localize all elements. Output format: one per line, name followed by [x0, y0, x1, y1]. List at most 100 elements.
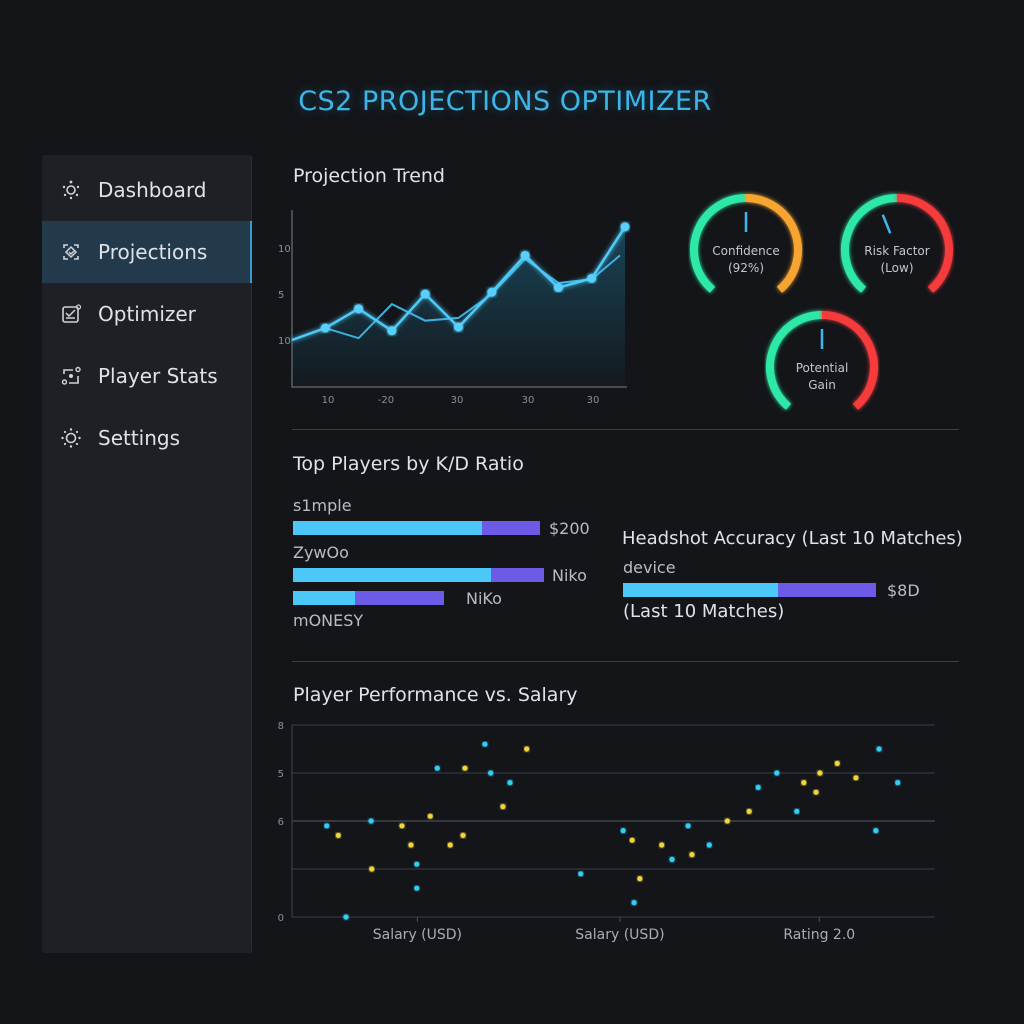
scatter-point [685, 823, 691, 829]
y-tick-label: 8 [278, 721, 284, 732]
gauge-arc-left [766, 311, 823, 410]
sidebar-item-optimizer[interactable]: Optimizer [42, 283, 252, 345]
top-players-title: Top Players by K/D Ratio [293, 453, 524, 475]
scatter-point [324, 823, 330, 829]
scatter-point [659, 842, 665, 848]
scatter-point [817, 770, 823, 776]
secondary-segment [777, 583, 877, 597]
y-tick-label: 5 [278, 769, 284, 780]
scatter-point [408, 842, 414, 848]
scatter-point [689, 852, 695, 858]
y-tick-label: 10 [278, 244, 291, 255]
trend-line-secondary [291, 254, 621, 341]
scatter-point [524, 746, 530, 752]
gauge-needle [881, 214, 892, 234]
scatter-point [746, 808, 752, 814]
settings-icon [61, 428, 81, 448]
scatter-point [706, 842, 712, 848]
y-tick-label: 10 [278, 336, 291, 347]
trend-area [292, 226, 625, 387]
gauge-arc-right [821, 311, 878, 410]
gauge-label: Risk Factor [864, 244, 929, 258]
scatter-point [876, 746, 882, 752]
scatter-point [813, 789, 819, 795]
sidebar-item-projections[interactable]: Projections [42, 221, 252, 283]
scatter-point [629, 837, 635, 843]
scatter-point [482, 741, 488, 747]
gauge-arc-right [896, 194, 953, 293]
x-tick-label: 30 [451, 395, 464, 406]
headshot-caption: (Last 10 Matches) [623, 601, 785, 622]
trend-point [320, 323, 330, 333]
player-bar-value: $200 [549, 519, 590, 538]
scatter-point [620, 828, 626, 834]
gauge-arc-left [841, 194, 898, 293]
trend-point [487, 287, 497, 297]
trend-point [420, 289, 430, 299]
projection-trend-title: Projection Trend [293, 165, 445, 187]
scatter-point [853, 775, 859, 781]
primary-segment [293, 591, 355, 605]
scatter-point [774, 770, 780, 776]
player-bar [293, 568, 544, 582]
secondary-segment [355, 591, 444, 605]
divider [292, 661, 959, 662]
gauge-arc-right [745, 194, 802, 293]
trend-point [454, 322, 463, 332]
scatter-point [578, 871, 584, 877]
scatter-point [369, 866, 375, 872]
gauge: Risk Factor (Low) [841, 194, 953, 293]
scatter-point [460, 832, 466, 838]
player-bar [293, 521, 540, 535]
sidebar-item-settings[interactable]: Settings [42, 407, 252, 469]
scatter-point [755, 784, 761, 790]
sidebar: Dashboard Projections Optimizer Player S… [42, 155, 252, 953]
primary-segment [623, 583, 778, 597]
projections-icon [63, 244, 79, 260]
chart-axes [291, 210, 627, 388]
x-tick-label: 30 [587, 395, 600, 406]
y-tick-label: 5 [278, 290, 284, 301]
y-tick-label: 0 [278, 913, 284, 924]
gauge: Confidence (92%) [690, 194, 802, 293]
gauge-arc-left [690, 194, 747, 293]
scatter-point [895, 780, 901, 786]
sidebar-item-player-stats[interactable]: Player Stats [42, 345, 252, 407]
gauge-sublabel: (92%) [728, 261, 764, 275]
secondary-segment [491, 568, 544, 582]
trend-point [387, 326, 397, 336]
scatter-point [462, 765, 468, 771]
headshot-player: device [623, 558, 676, 577]
scatter-point [488, 770, 494, 776]
scatter-point [637, 876, 643, 882]
x-tick-label: 30 [522, 395, 535, 406]
app-title: CS2 PROJECTIONS OPTIMIZER [298, 86, 712, 117]
sidebar-item-dashboard[interactable]: Dashboard [42, 159, 252, 221]
x-axis-label: Salary (USD) [575, 927, 664, 943]
player-name: ZywOo [293, 543, 349, 562]
trend-point [520, 250, 530, 260]
scatter-point [434, 765, 440, 771]
trend-point [553, 283, 563, 293]
player-stats-icon [61, 366, 81, 385]
projection-trend-chart: 10 5 10 10 -20 30 30 30 [278, 210, 630, 406]
sidebar-item-label: Projections [98, 240, 208, 264]
player-name: s1mple [293, 496, 352, 515]
scatter-point [834, 760, 840, 766]
x-axis-label: Salary (USD) [373, 927, 462, 943]
gauges-panel: Confidence (92%) Risk Factor (Low) Potential… [690, 194, 953, 410]
scatter-point [447, 842, 453, 848]
optimizer-icon [62, 304, 82, 323]
trend-point [354, 304, 364, 314]
sidebar-item-label: Dashboard [98, 178, 207, 202]
gauge-label: Confidence [712, 244, 779, 258]
player-bar [293, 591, 444, 605]
dashboard-icon [62, 180, 80, 200]
scatter-point [669, 856, 675, 862]
headshot-title: Headshot Accuracy (Last 10 Matches) [622, 528, 963, 549]
gauge-sublabel: Gain [808, 378, 836, 392]
scatter-point [507, 780, 513, 786]
sidebar-item-label: Settings [98, 426, 181, 450]
scatter-point [368, 818, 374, 824]
performance-title: Player Performance vs. Salary [293, 684, 578, 706]
